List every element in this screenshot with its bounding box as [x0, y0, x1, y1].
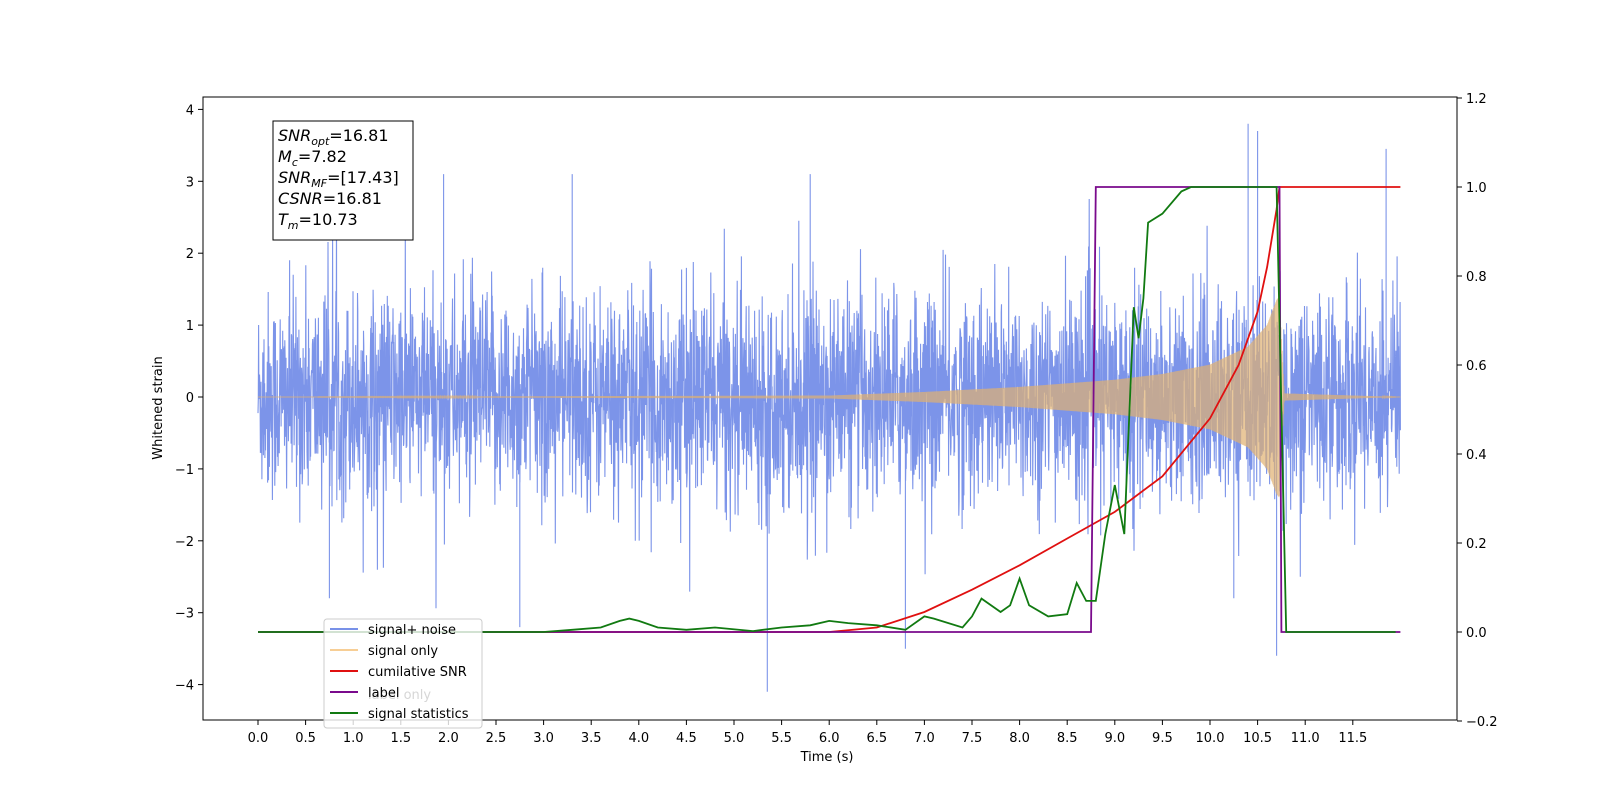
info-line: SNRopt=16.81: [278, 126, 389, 148]
x-tick-label: 2.5: [486, 731, 507, 746]
y-left-tick-label: −1: [175, 463, 194, 478]
y-axis-left: 4 3 2 1 0 −1 −2 −3 −4: [175, 103, 203, 694]
legend-label: signal only: [368, 644, 438, 659]
x-tick-label: 10.0: [1196, 731, 1225, 746]
series-signal-noise: [257, 123, 1401, 692]
y-axis-label: Whitened strain: [151, 356, 166, 459]
y-left-tick-label: −2: [175, 535, 194, 550]
y-right-tick-label: 0.2: [1466, 537, 1487, 552]
y-right-tick-label: 0.4: [1466, 448, 1487, 463]
y-left-tick-label: 0: [186, 391, 194, 406]
legend: label only signal+ noise signal only cumil…: [323, 618, 483, 729]
x-tick-label: 6.0: [819, 731, 840, 746]
y-left-tick-label: −3: [175, 607, 194, 622]
x-tick-label: 6.5: [866, 731, 887, 746]
x-tick-label: 3.0: [533, 731, 554, 746]
y-left-tick-label: −4: [175, 679, 194, 694]
plot-area: [257, 123, 1401, 692]
x-tick-label: 1.5: [390, 731, 411, 746]
x-tick-label: 11.5: [1338, 731, 1367, 746]
x-tick-label: 8.0: [1009, 731, 1030, 746]
legend-label: cumilative SNR: [368, 665, 467, 680]
y-right-tick-label: 1.0: [1466, 181, 1487, 196]
x-tick-label: 9.5: [1152, 731, 1173, 746]
series-signal-statistics: [258, 186, 1396, 633]
legend-overlap-text: label only: [368, 688, 431, 703]
x-tick-label: 7.5: [962, 731, 983, 746]
y-right-tick-label: 0.0: [1466, 626, 1487, 641]
x-axis: 0.0 0.5 1.0 1.5 2.0 2.5 3.0 3.5 4.0 4.5 5.0 5.5 6.0 6…: [248, 720, 1367, 746]
x-tick-label: 7.0: [914, 731, 935, 746]
x-tick-label: 9.0: [1104, 731, 1125, 746]
y-right-tick-label: −0.2: [1466, 715, 1498, 730]
x-tick-label: 3.5: [581, 731, 602, 746]
x-axis-label: Time (s): [800, 750, 854, 765]
legend-label: signal statistics: [368, 707, 469, 722]
y-left-tick-label: 4: [186, 103, 194, 118]
info-line: Mc=7.82: [278, 147, 347, 169]
x-tick-label: 0.0: [248, 731, 269, 746]
x-tick-label: 0.5: [295, 731, 316, 746]
x-tick-label: 4.5: [676, 731, 697, 746]
y-left-tick-label: 2: [186, 247, 194, 262]
x-tick-label: 10.5: [1243, 731, 1272, 746]
info-line: CSNR=16.81: [278, 189, 382, 208]
info-line: SNRMF=[17.43]: [278, 168, 399, 190]
series-cumulative-snr: [258, 186, 1401, 633]
x-tick-label: 4.0: [628, 731, 649, 746]
x-tick-label: 2.0: [438, 731, 459, 746]
y-right-tick-label: 0.8: [1466, 270, 1487, 285]
x-tick-label: 8.5: [1057, 731, 1078, 746]
legend-label: signal+ noise: [368, 623, 456, 638]
y-left-tick-label: 3: [186, 175, 194, 190]
series-signal-only: [258, 296, 1401, 498]
plot-frame: [202, 96, 1458, 721]
y-right-tick-label: 1.2: [1466, 92, 1487, 107]
legend-label: label: [368, 686, 399, 701]
x-tick-label: 1.0: [343, 731, 364, 746]
info-box: SNRopt=16.81Mc=7.82SNRMF=[17.43]CSNR=16.…: [272, 120, 414, 241]
y-left-tick-label: 1: [186, 319, 194, 334]
info-line: Tm=10.73: [278, 210, 358, 232]
y-right-tick-label: 0.6: [1466, 359, 1487, 374]
x-tick-label: 11.0: [1291, 731, 1320, 746]
x-tick-label: 5.5: [771, 731, 792, 746]
y-axis-right: 1.2 1.0 0.8 0.6 0.4 0.2 0.0 −0.2: [1457, 92, 1498, 730]
x-tick-label: 5.0: [724, 731, 745, 746]
